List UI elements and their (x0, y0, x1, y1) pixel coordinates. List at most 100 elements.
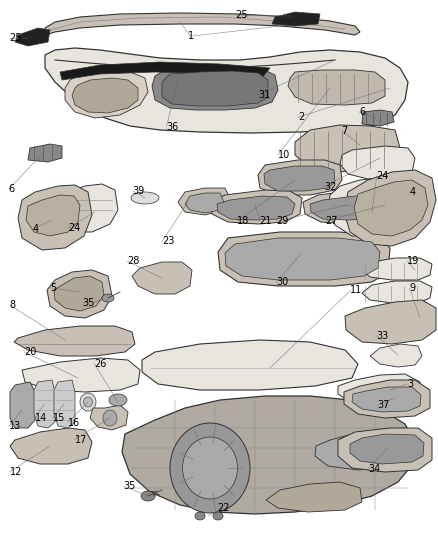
Text: 30: 30 (276, 278, 288, 287)
Polygon shape (362, 110, 394, 126)
Polygon shape (54, 380, 75, 428)
Polygon shape (288, 70, 385, 105)
Text: 11: 11 (350, 286, 363, 295)
Text: 32: 32 (324, 182, 336, 191)
Polygon shape (315, 432, 398, 470)
Text: 39: 39 (133, 186, 145, 196)
Ellipse shape (183, 437, 237, 499)
Polygon shape (272, 12, 320, 26)
Text: 27: 27 (325, 216, 338, 226)
Text: 18: 18 (237, 216, 250, 226)
Ellipse shape (80, 393, 96, 411)
Polygon shape (54, 276, 104, 311)
Polygon shape (26, 195, 80, 236)
Polygon shape (185, 193, 224, 213)
Ellipse shape (195, 512, 205, 520)
Polygon shape (65, 70, 148, 118)
Text: 4: 4 (33, 224, 39, 234)
Ellipse shape (84, 397, 92, 407)
Text: 2: 2 (298, 112, 304, 122)
Polygon shape (264, 166, 335, 191)
Ellipse shape (170, 423, 250, 513)
Polygon shape (295, 125, 400, 172)
Text: 9: 9 (410, 283, 416, 293)
Text: 1: 1 (187, 31, 194, 41)
Polygon shape (362, 281, 432, 303)
Polygon shape (14, 326, 135, 356)
Text: 26: 26 (94, 359, 106, 368)
Polygon shape (217, 196, 295, 220)
Text: 24: 24 (377, 171, 389, 181)
Polygon shape (218, 232, 390, 286)
Polygon shape (340, 146, 415, 179)
Ellipse shape (131, 192, 159, 204)
Polygon shape (18, 185, 92, 250)
Text: 23: 23 (162, 237, 174, 246)
Text: 3: 3 (407, 379, 413, 389)
Polygon shape (22, 358, 140, 392)
Polygon shape (338, 428, 432, 472)
Polygon shape (303, 190, 395, 224)
Text: 25: 25 (236, 10, 248, 20)
Text: 35: 35 (82, 298, 95, 308)
Text: 28: 28 (127, 256, 139, 266)
Polygon shape (344, 170, 436, 246)
Polygon shape (152, 66, 278, 110)
Text: 29: 29 (276, 216, 288, 226)
Text: 25: 25 (10, 34, 22, 43)
Polygon shape (60, 62, 270, 80)
Polygon shape (225, 238, 380, 280)
Polygon shape (350, 434, 424, 464)
Polygon shape (310, 196, 388, 220)
Text: 21: 21 (260, 216, 272, 226)
Text: 10: 10 (278, 150, 290, 159)
Text: 24: 24 (68, 223, 80, 233)
Polygon shape (370, 344, 422, 367)
Polygon shape (258, 160, 342, 195)
Polygon shape (352, 387, 421, 412)
Polygon shape (34, 380, 55, 428)
Polygon shape (10, 382, 35, 428)
Polygon shape (266, 482, 362, 512)
Ellipse shape (102, 294, 114, 302)
Polygon shape (338, 374, 420, 408)
Text: 7: 7 (342, 126, 348, 135)
Polygon shape (28, 144, 62, 162)
Polygon shape (47, 270, 112, 318)
Text: 16: 16 (68, 418, 80, 427)
Polygon shape (45, 48, 408, 133)
Ellipse shape (103, 410, 117, 426)
Text: 17: 17 (74, 435, 87, 445)
Polygon shape (15, 28, 50, 46)
Text: 20: 20 (24, 347, 36, 357)
Text: 8: 8 (10, 300, 16, 310)
Text: 5: 5 (50, 283, 57, 293)
Text: 34: 34 (368, 464, 380, 474)
Ellipse shape (109, 394, 127, 406)
Polygon shape (10, 428, 92, 464)
Text: 4: 4 (410, 187, 416, 197)
Text: 13: 13 (9, 422, 21, 431)
Polygon shape (162, 71, 268, 106)
Polygon shape (90, 405, 128, 430)
Polygon shape (72, 78, 138, 113)
Polygon shape (350, 190, 422, 224)
Polygon shape (142, 340, 358, 390)
Text: 36: 36 (166, 122, 179, 132)
Ellipse shape (213, 512, 223, 520)
Polygon shape (178, 188, 230, 215)
Polygon shape (328, 178, 408, 236)
Polygon shape (354, 180, 428, 236)
Text: 12: 12 (10, 467, 22, 477)
Ellipse shape (141, 491, 155, 501)
Text: 33: 33 (377, 331, 389, 341)
Polygon shape (55, 184, 118, 232)
Text: 22: 22 (217, 503, 230, 513)
Polygon shape (45, 13, 360, 35)
Text: 15: 15 (53, 414, 65, 423)
Text: 35: 35 (124, 481, 136, 491)
Polygon shape (345, 300, 436, 344)
Text: 6: 6 (359, 107, 365, 117)
Text: 14: 14 (35, 414, 47, 423)
Polygon shape (122, 396, 415, 514)
